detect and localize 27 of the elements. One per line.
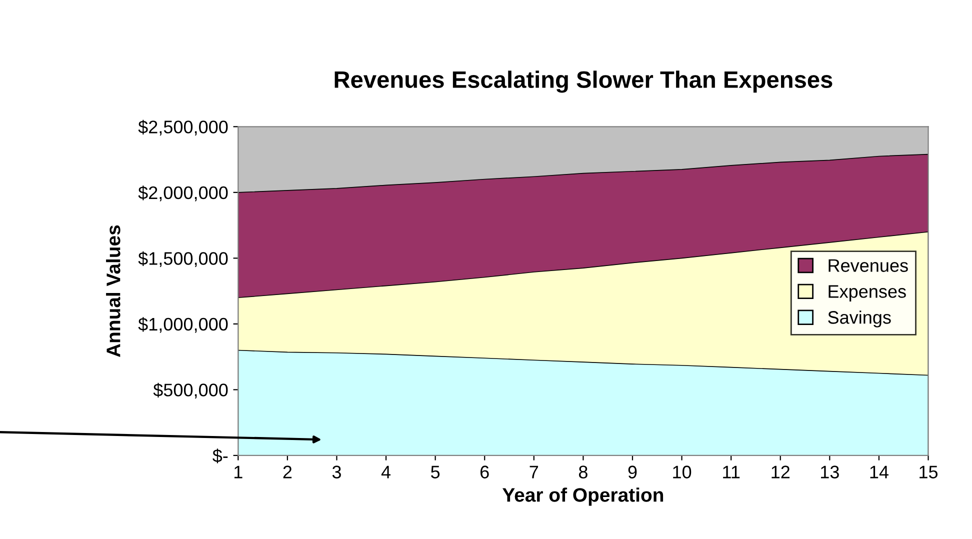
x-tick-label: 9 <box>628 466 637 478</box>
x-tick-label: 11 <box>723 466 740 478</box>
x-tick-label: 13 <box>821 466 839 478</box>
x-axis-title: Year of Operation <box>502 488 664 506</box>
y-axis-title: Annual Values <box>106 225 120 358</box>
legend-label: Expenses <box>828 285 906 302</box>
x-tick-label: 1 <box>234 466 242 478</box>
y-tick-label: $500,000 <box>153 382 228 399</box>
x-tick-label: 8 <box>578 466 588 478</box>
x-tick-label: 6 <box>480 466 489 478</box>
x-tick-label: 4 <box>381 466 391 478</box>
x-tick-label: 3 <box>332 466 341 478</box>
y-tick-label: $1,000,000 <box>138 317 228 333</box>
x-tick-label: 15 <box>920 466 938 478</box>
x-tick-label: 14 <box>870 466 888 478</box>
x-tick-label: 7 <box>530 466 538 478</box>
x-tick-label: 10 <box>673 466 692 478</box>
chart-title: Revenues Escalating Slower Than Expenses <box>334 70 832 93</box>
x-tick-label: 12 <box>772 466 790 478</box>
legend-label: Savings <box>828 310 891 328</box>
x-tick-label: 2 <box>283 466 292 478</box>
legend-label: Revenues <box>828 259 908 272</box>
y-tick-label: $1,500,000 <box>138 251 228 268</box>
y-tick-label: $2,500,000 <box>138 120 228 136</box>
y-tick-label: $2,000,000 <box>138 186 228 202</box>
y-tick-label: $- <box>212 448 228 464</box>
x-tick-label: 5 <box>431 466 440 478</box>
